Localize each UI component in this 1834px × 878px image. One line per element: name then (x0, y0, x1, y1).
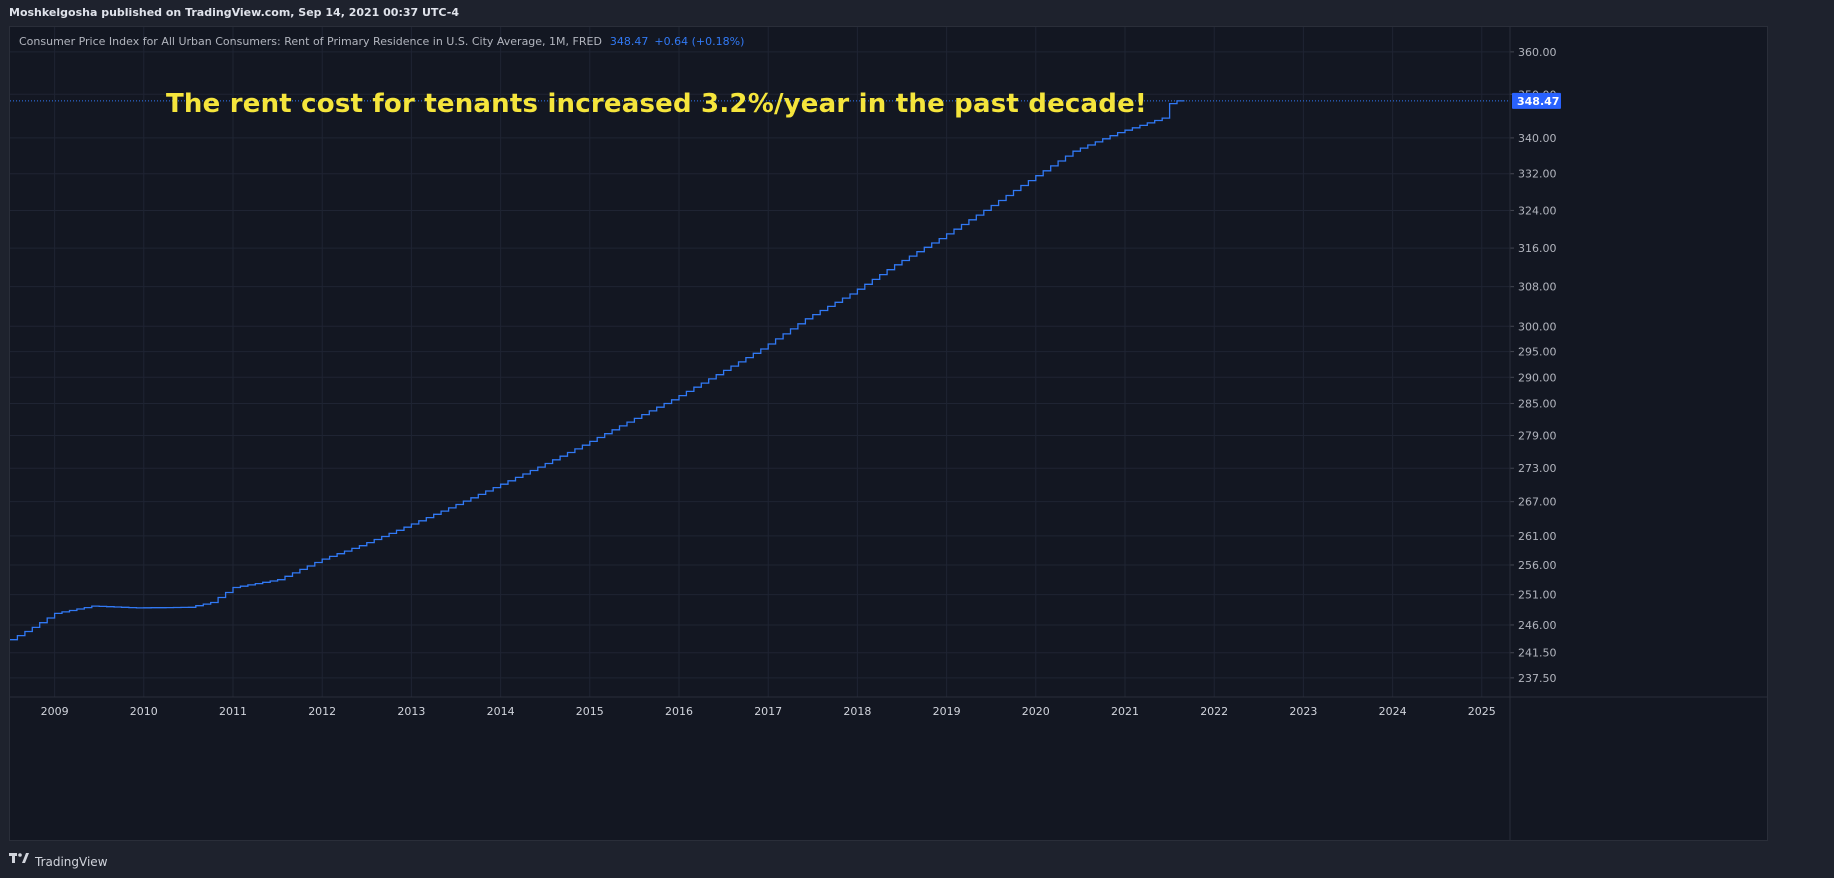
last-price-tag (1512, 92, 1561, 109)
y-tick-label: 340.00 (1518, 132, 1557, 145)
y-tick-label: 300.00 (1518, 320, 1557, 333)
y-tick-label: 290.00 (1518, 371, 1557, 384)
x-tick-label: 2025 (1468, 705, 1496, 718)
y-tick-label: 324.00 (1518, 204, 1557, 217)
y-tick-label: 261.00 (1518, 530, 1557, 543)
series-name: Consumer Price Index for All Urban Consu… (19, 35, 602, 48)
x-tick-label: 2017 (754, 705, 782, 718)
x-tick-label: 2023 (1289, 705, 1317, 718)
y-tick-label: 256.00 (1518, 559, 1557, 572)
x-tick-label: 2014 (487, 705, 515, 718)
y-tick-label: 316.00 (1518, 242, 1557, 255)
y-tick-label: 267.00 (1518, 496, 1557, 509)
y-tick-label: 251.00 (1518, 589, 1557, 602)
x-tick-label: 2009 (41, 705, 69, 718)
x-tick-label: 2018 (843, 705, 871, 718)
brand-name: TradingView (35, 855, 108, 869)
y-tick-label: 279.00 (1518, 429, 1557, 442)
x-tick-label: 2013 (397, 705, 425, 718)
last-price-tag-label: 348.47 (1517, 95, 1559, 108)
x-tick-label: 2024 (1379, 705, 1407, 718)
x-tick-label: 2021 (1111, 705, 1139, 718)
series-legend[interactable]: Consumer Price Index for All Urban Consu… (19, 35, 744, 48)
x-tick-label: 2016 (665, 705, 693, 718)
price-chart[interactable]: 360.00350.00340.00332.00324.00316.00308.… (10, 27, 1768, 841)
cpi-rent-series-line (10, 100, 1185, 641)
x-tick-label: 2010 (130, 705, 158, 718)
y-tick-label: 237.50 (1518, 672, 1557, 685)
tradingview-logo-icon (9, 853, 29, 868)
y-tick-label: 308.00 (1518, 281, 1557, 294)
x-tick-label: 2020 (1022, 705, 1050, 718)
x-tick-label: 2019 (933, 705, 961, 718)
y-tick-label: 246.00 (1518, 619, 1557, 632)
y-tick-label: 285.00 (1518, 397, 1557, 410)
y-tick-label: 332.00 (1518, 168, 1557, 181)
series-last-value: 348.47 (609, 35, 649, 48)
y-tick-label: 295.00 (1518, 346, 1557, 359)
published-by-text: Moshkelgosha published on TradingView.co… (9, 6, 459, 19)
y-tick-label: 273.00 (1518, 462, 1557, 475)
x-tick-label: 2011 (219, 705, 247, 718)
x-tick-label: 2015 (576, 705, 604, 718)
y-tick-label: 360.00 (1518, 46, 1557, 59)
tradingview-brand[interactable]: TradingView (9, 852, 108, 872)
x-tick-label: 2022 (1200, 705, 1228, 718)
annotation-text[interactable]: The rent cost for tenants increased 3.2%… (166, 89, 1147, 119)
y-tick-label: 241.50 (1518, 647, 1557, 660)
chart-frame[interactable]: 360.00350.00340.00332.00324.00316.00308.… (9, 26, 1768, 841)
x-tick-label: 2012 (308, 705, 336, 718)
series-change: +0.64 (+0.18%) (654, 35, 745, 48)
